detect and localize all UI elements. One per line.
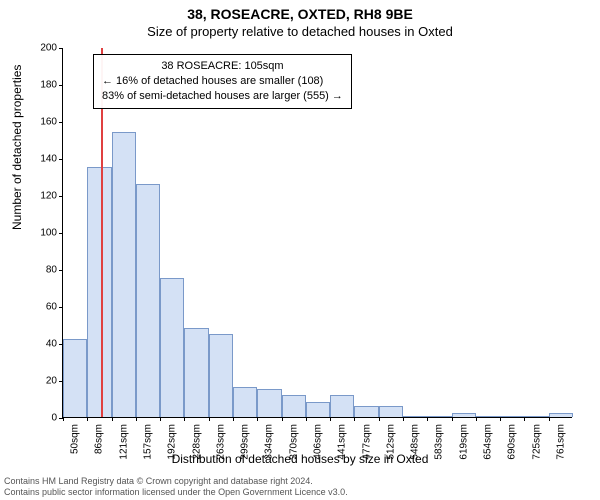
histogram-bar [136, 184, 160, 417]
y-tick-mark [59, 85, 63, 86]
x-tick-mark [427, 417, 428, 421]
histogram-bar [403, 416, 427, 417]
histogram-bar [549, 413, 573, 417]
histogram-bar [112, 132, 136, 417]
histogram-bar [257, 389, 281, 417]
histogram-bar [354, 406, 378, 417]
footer-line-2: Contains public sector information licen… [4, 487, 348, 498]
y-tick-mark [59, 122, 63, 123]
histogram-bar [87, 167, 111, 417]
x-tick-mark [63, 417, 64, 421]
y-tick-mark [59, 233, 63, 234]
histogram-bar [63, 339, 87, 417]
x-tick-mark [354, 417, 355, 421]
info-box-line-2: ← 16% of detached houses are smaller (10… [102, 74, 343, 89]
histogram-bar [452, 413, 476, 417]
x-tick-mark [452, 417, 453, 421]
x-tick-label: 50sqm [70, 424, 81, 454]
histogram-bar [184, 328, 208, 417]
x-tick-mark [403, 417, 404, 421]
y-tick-mark [59, 159, 63, 160]
x-tick-mark [257, 417, 258, 421]
x-tick-mark [549, 417, 550, 421]
x-tick-mark [233, 417, 234, 421]
info-box-line-3: 83% of semi-detached houses are larger (… [102, 89, 343, 104]
x-tick-mark [112, 417, 113, 421]
x-tick-mark [379, 417, 380, 421]
info-box-line-1: 38 ROSEACRE: 105sqm [102, 59, 343, 74]
y-tick-mark [59, 196, 63, 197]
x-tick-mark [476, 417, 477, 421]
x-tick-mark [160, 417, 161, 421]
address-title: 38, ROSEACRE, OXTED, RH8 9BE [0, 0, 600, 22]
y-tick-mark [59, 270, 63, 271]
x-tick-mark [306, 417, 307, 421]
histogram-bar [209, 334, 233, 417]
histogram-bar [233, 387, 257, 417]
x-tick-mark [330, 417, 331, 421]
histogram-bar [306, 402, 330, 417]
footer-line-1: Contains HM Land Registry data © Crown c… [4, 476, 348, 487]
histogram-bar [427, 416, 451, 417]
x-tick-mark [136, 417, 137, 421]
chart-area: 02040608010012014016018020050sqm86sqm121… [62, 48, 572, 418]
histogram-bar [379, 406, 403, 417]
histogram-bar [476, 416, 500, 417]
chart-subtitle: Size of property relative to detached ho… [0, 22, 600, 39]
plot-area: 02040608010012014016018020050sqm86sqm121… [62, 48, 572, 418]
x-axis-label: Distribution of detached houses by size … [0, 452, 600, 466]
histogram-bar [524, 416, 548, 417]
x-tick-mark [524, 417, 525, 421]
histogram-bar [282, 395, 306, 417]
x-tick-mark [184, 417, 185, 421]
histogram-bar [160, 278, 184, 417]
y-tick-mark [59, 48, 63, 49]
x-tick-mark [87, 417, 88, 421]
x-tick-mark [282, 417, 283, 421]
y-axis-label: Number of detached properties [10, 65, 24, 230]
x-tick-mark [500, 417, 501, 421]
info-box: 38 ROSEACRE: 105sqm← 16% of detached hou… [93, 54, 352, 109]
x-tick-label: 86sqm [94, 424, 105, 454]
histogram-bar [330, 395, 354, 417]
x-tick-mark [209, 417, 210, 421]
attribution-footer: Contains HM Land Registry data © Crown c… [4, 476, 348, 499]
histogram-bar [500, 416, 524, 417]
y-tick-mark [59, 307, 63, 308]
